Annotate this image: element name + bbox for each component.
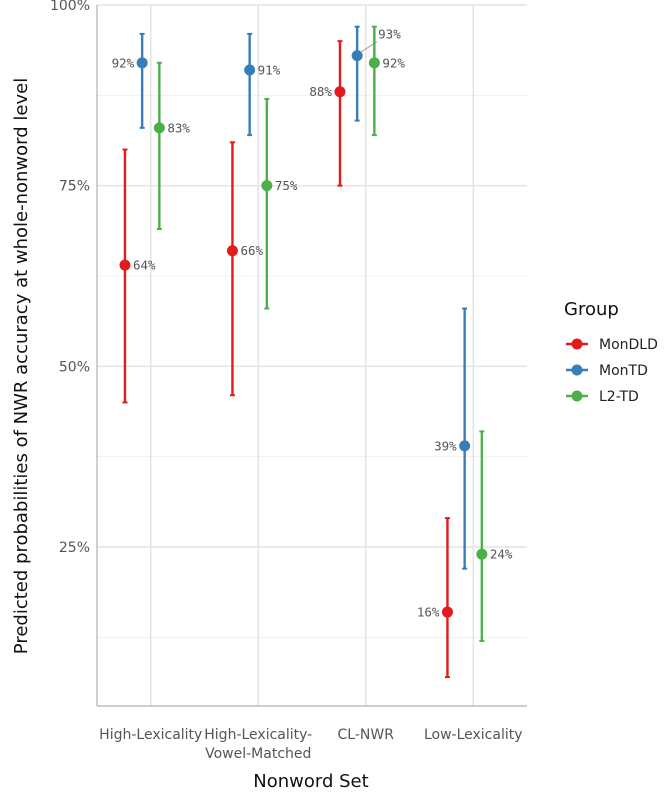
data-point — [476, 548, 488, 560]
x-tick-label: High-Lexicality- — [204, 727, 312, 743]
data-point — [459, 440, 471, 452]
y-tick-label: 50% — [59, 359, 90, 375]
legend-label: MonTD — [599, 363, 648, 379]
data-point — [441, 606, 453, 618]
data-point — [261, 180, 273, 192]
data-label: 75% — [275, 178, 298, 193]
x-tick-label: Vowel-Matched — [205, 746, 311, 762]
x-tick-label: Low-Lexicality — [424, 727, 523, 743]
data-point — [153, 122, 165, 134]
legend-key-point — [571, 390, 583, 402]
axes — [96, 5, 527, 707]
data-label: 24% — [490, 547, 513, 562]
data-label: 83% — [167, 120, 190, 135]
data-label: 92% — [382, 55, 405, 70]
y-axis-title: Predicted probabilities of NWR accuracy … — [11, 78, 32, 654]
data-label: 16% — [417, 605, 440, 620]
grid — [97, 4, 527, 706]
data-label: 39% — [434, 438, 457, 453]
data-marks — [119, 25, 488, 679]
x-tick-label: CL-NWR — [338, 727, 395, 743]
data-point — [226, 245, 238, 257]
data-label: 92% — [112, 55, 135, 70]
x-tick-label: High-Lexicality — [99, 727, 202, 743]
legend-title: Group — [564, 299, 619, 320]
legend-label: MonDLD — [599, 337, 658, 353]
data-point — [351, 50, 363, 62]
legend: Group MonDLD MonTD L2-TD — [564, 299, 658, 405]
y-tick-label: 100% — [50, 0, 90, 14]
legend-label: L2-TD — [599, 389, 639, 405]
tick-labels: 25% 50% 75% 100% High-Lexicality High-Lexical… — [50, 0, 523, 762]
x-axis-title: Nonword Set — [253, 771, 368, 792]
data-point — [334, 86, 346, 98]
data-label: 88% — [309, 84, 332, 99]
y-tick-label: 75% — [59, 179, 90, 195]
data-label: 91% — [258, 63, 281, 78]
data-point — [119, 259, 131, 271]
data-label: 64% — [133, 258, 156, 273]
data-label: 93% — [378, 27, 401, 42]
legend-key-point — [571, 364, 583, 376]
data-point — [368, 57, 380, 69]
data-label: 66% — [240, 243, 263, 258]
data-point — [136, 57, 148, 69]
data-point — [244, 64, 256, 76]
y-tick-label: 25% — [59, 540, 90, 556]
label-leader-line — [359, 41, 378, 53]
data-labels: 64% 66% 88% 16% 92% 91% 93% 39% 83% 75% 92% 24% — [112, 27, 513, 620]
legend-key-point — [571, 338, 583, 350]
